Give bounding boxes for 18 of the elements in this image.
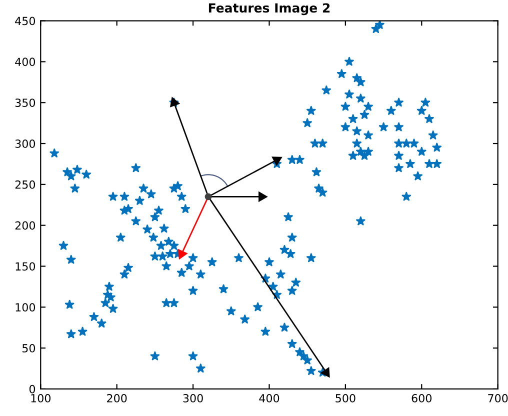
y-tick-label: 350: [15, 98, 36, 107]
y-tick-label: 200: [15, 221, 36, 230]
y-tick-label: 150: [16, 262, 36, 271]
y-tick-label: 400: [15, 58, 36, 66]
x-tick-label: 500: [336, 394, 356, 402]
y-tick-label: 50: [22, 344, 36, 352]
y-tick-label: 100: [16, 303, 36, 312]
x-tick-label: 700: [488, 394, 508, 402]
x-tick-label: 200: [107, 394, 127, 402]
y-tick-label: 0: [29, 384, 36, 394]
x-tick-label: 600: [412, 394, 432, 402]
x-tick-label: 100: [31, 394, 51, 402]
y-tick-label: 250: [15, 180, 36, 189]
y-tick-label: 300: [15, 139, 36, 148]
chart-title: Features Image 2: [208, 3, 330, 16]
x-tick-label: 400: [259, 394, 280, 402]
y-tick-label: 450: [15, 16, 36, 26]
x-tick-label: 300: [183, 394, 203, 402]
